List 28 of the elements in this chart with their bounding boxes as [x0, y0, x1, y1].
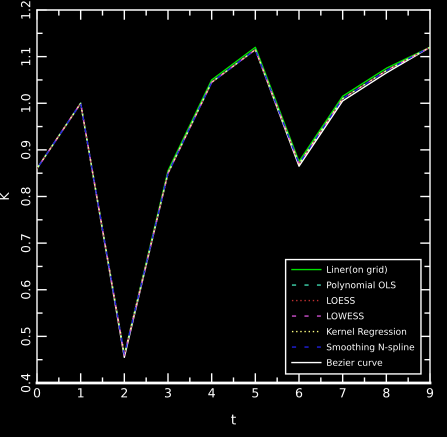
x-tick-label: 1	[78, 388, 84, 398]
x-tick-label: 4	[208, 388, 215, 398]
y-tick-label: 1.2	[20, 1, 30, 19]
legend-label: Smoothing N-spline	[326, 343, 414, 352]
y-axis-title: K	[0, 192, 9, 200]
y-tick-label: 1.0	[20, 94, 30, 112]
x-tick-label: 7	[340, 388, 346, 398]
x-tick-label: 2	[121, 388, 128, 398]
x-tick-label: 0	[34, 388, 40, 398]
x-tick-label: 9	[426, 388, 434, 398]
y-tick-label: 0.5	[20, 328, 30, 346]
y-tick-label: 1.1	[21, 48, 30, 66]
x-tick-label: 6	[296, 388, 302, 398]
x-tick-label: 5	[252, 388, 258, 398]
legend-label: LOWESS	[327, 312, 364, 320]
x-axis-title: t	[231, 414, 236, 424]
legend-label: LOESS	[327, 297, 355, 304]
y-tick-label: 0.9	[20, 140, 30, 159]
y-tick-label: 0.4	[20, 374, 30, 392]
y-tick-label: 0.7	[20, 234, 30, 252]
legend-label: Polynomial OLS	[327, 281, 396, 290]
y-tick-label: 0.8	[20, 187, 30, 206]
legend-label: Kernel Regression	[327, 328, 406, 337]
legend-label: Liner(on grid)	[327, 266, 387, 275]
y-tick-label: 0.6	[20, 280, 30, 299]
x-tick-label: 8	[383, 388, 390, 398]
x-tick-label: 3	[164, 388, 171, 398]
legend-label: Bezier curve	[327, 358, 382, 366]
